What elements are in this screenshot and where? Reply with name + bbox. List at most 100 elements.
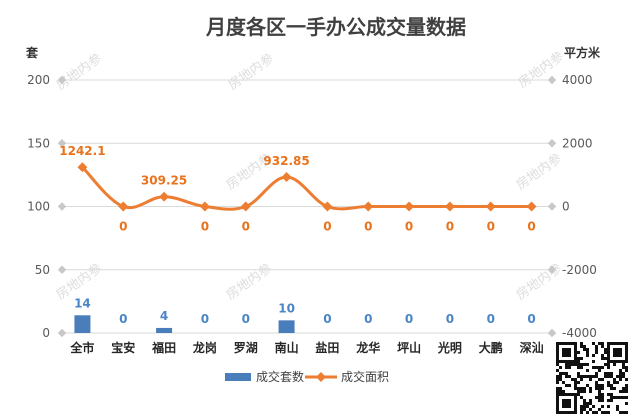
left-tick-label: 0 — [42, 326, 50, 340]
qr-module — [622, 390, 625, 393]
qr-module — [610, 375, 613, 378]
left-tick-label: 200 — [27, 73, 50, 87]
qr-module — [598, 384, 601, 387]
qr-module — [556, 390, 559, 393]
qr-module — [556, 378, 559, 381]
qr-module — [556, 342, 559, 345]
qr-module — [577, 393, 580, 396]
qr-module — [619, 378, 622, 381]
category-label: 罗湖 — [234, 340, 258, 355]
qr-module — [622, 375, 625, 378]
qr-module — [604, 357, 607, 360]
qr-module — [619, 360, 622, 363]
qr-module — [601, 354, 604, 357]
qr-module — [583, 390, 586, 393]
qr-module — [613, 396, 616, 399]
category-label: 龙华 — [356, 340, 380, 355]
qr-module — [574, 396, 577, 399]
qr-module — [622, 396, 625, 399]
qr-module — [601, 384, 604, 387]
qr-module — [592, 411, 595, 414]
qr-module — [622, 342, 625, 345]
qr-module — [595, 345, 598, 348]
qr-module — [571, 378, 574, 381]
category-label: 宝安 — [111, 340, 135, 355]
line-point — [485, 201, 496, 212]
qr-module — [604, 372, 607, 375]
qr-module — [568, 351, 571, 354]
right-tick-marker — [547, 75, 557, 85]
qr-module — [583, 408, 586, 411]
qr-module — [598, 369, 601, 372]
qr-module — [592, 405, 595, 408]
qr-module — [586, 402, 589, 405]
qr-module — [565, 375, 568, 378]
qr-module — [598, 393, 601, 396]
qr-module — [556, 387, 559, 390]
qr-module — [580, 375, 583, 378]
qr-module — [565, 399, 568, 402]
qr-module — [589, 387, 592, 390]
line-point — [240, 201, 251, 212]
qr-module — [583, 387, 586, 390]
qr-module — [574, 399, 577, 402]
line-data-label: 0 — [242, 220, 250, 234]
qr-module — [586, 348, 589, 351]
qr-module — [598, 387, 601, 390]
qr-module — [592, 375, 595, 378]
qr-module — [610, 342, 613, 345]
qr-module — [613, 387, 616, 390]
qr-module — [583, 405, 586, 408]
qr-module — [610, 393, 613, 396]
qr-module — [598, 378, 601, 381]
qr-module — [625, 390, 628, 393]
qr-module — [574, 354, 577, 357]
qr-module — [601, 342, 604, 345]
qr-module — [568, 363, 571, 366]
qr-module — [556, 369, 559, 372]
line-point — [281, 172, 292, 182]
qr-module — [595, 384, 598, 387]
qr-module — [586, 363, 589, 366]
qr-module — [607, 342, 610, 345]
left-tick-label: 150 — [27, 136, 50, 150]
qr-module — [586, 375, 589, 378]
right-tick-marker — [547, 202, 557, 211]
right-tick-label: -4000 — [562, 326, 597, 340]
qr-module — [607, 375, 610, 378]
qr-module — [595, 411, 598, 414]
qr-module — [556, 351, 559, 354]
category-label: 大鹏 — [479, 340, 503, 355]
qr-module — [568, 393, 571, 396]
qr-module — [625, 354, 628, 357]
legend-swatch-marker — [316, 372, 326, 382]
bar-data-label: 10 — [278, 301, 295, 315]
qr-module — [616, 342, 619, 345]
qr-module — [610, 384, 613, 387]
qr-module — [565, 363, 568, 366]
qr-module — [562, 354, 565, 357]
qr-module — [619, 369, 622, 372]
qr-module — [598, 408, 601, 411]
qr-module — [556, 354, 559, 357]
qr-module — [595, 351, 598, 354]
qr-module — [619, 372, 622, 375]
left-tick-marker — [57, 328, 67, 338]
qr-module — [586, 384, 589, 387]
category-label: 坪山 — [397, 340, 421, 355]
qr-module — [574, 393, 577, 396]
qr-module — [574, 345, 577, 348]
qr-module — [571, 342, 574, 345]
qr-module — [562, 381, 565, 384]
qr-module — [574, 402, 577, 405]
qr-module — [580, 405, 583, 408]
qr-module — [598, 366, 601, 369]
qr-module — [574, 387, 577, 390]
qr-module — [577, 363, 580, 366]
qr-module — [586, 411, 589, 414]
qr-module — [577, 387, 580, 390]
legend-swatch-bar — [225, 373, 251, 381]
qr-module — [559, 366, 562, 369]
qr-module — [568, 375, 571, 378]
qr-module — [625, 360, 628, 363]
